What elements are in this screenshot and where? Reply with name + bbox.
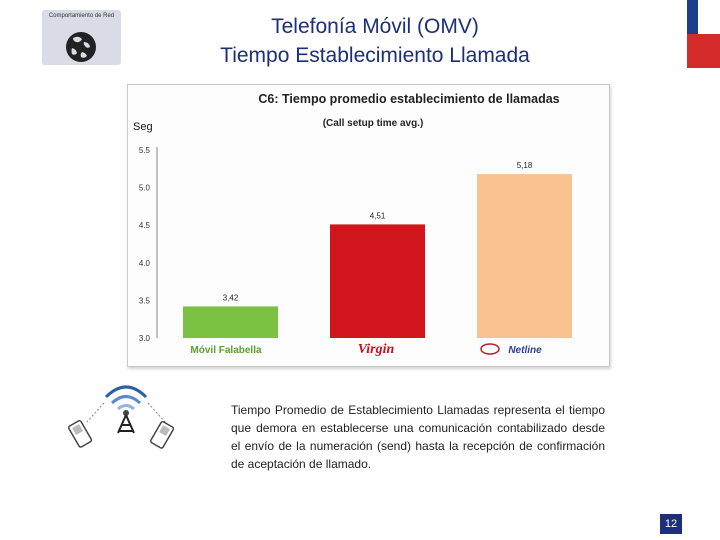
y-axis-ticks: 5.5 5.0 4.5 4.0 3.5 3.0 — [139, 146, 151, 343]
mobile-phone-icon — [67, 419, 93, 448]
antenna-tower-icon — [67, 385, 175, 449]
y-tick-label: 3.0 — [139, 334, 151, 343]
y-tick-label: 3.5 — [139, 296, 151, 305]
y-tick-label: 5.5 — [139, 146, 151, 155]
bar-value-label: 5,18 — [517, 161, 533, 170]
chile-flag-icon — [687, 0, 720, 68]
y-axis-label: Seg — [133, 121, 153, 133]
virgin-logo: Virgin — [358, 342, 395, 357]
chart-title: C6: Tiempo promedio establecimiento de l… — [258, 92, 559, 106]
bar-value-label: 3,42 — [223, 293, 239, 302]
bar-value-label: 4,51 — [370, 211, 386, 220]
netline-swoosh-icon — [480, 343, 500, 355]
virgin-logo-text: Virgin — [358, 342, 395, 357]
logo-text: Comportamiento de Red — [48, 13, 115, 19]
page-number: 12 — [660, 514, 682, 534]
bar-3 — [477, 174, 572, 338]
y-tick-label: 4.0 — [139, 259, 151, 268]
netline-logo: Netline — [480, 343, 542, 356]
bars — [183, 174, 572, 338]
y-tick-label: 4.5 — [139, 221, 151, 230]
y-tick-label: 5.0 — [139, 184, 151, 193]
netline-logo-text: Netline — [508, 345, 542, 356]
page-title: Telefonía Móvil (OMV) Tiempo Establecimi… — [160, 12, 590, 70]
brand-logos: Móvil Falabella Virgin Netline — [190, 342, 542, 357]
chart-panel: C6: Tiempo promedio establecimiento de l… — [127, 84, 610, 367]
network-behavior-logo: Comportamiento de Red — [42, 10, 121, 65]
bar-chart: C6: Tiempo promedio establecimiento de l… — [133, 92, 572, 357]
network-globe-icon — [66, 32, 96, 62]
title-line-1: Telefonía Móvil (OMV) — [271, 15, 479, 38]
movil-falabella-logo: Móvil Falabella — [190, 345, 262, 356]
value-labels: 3,42 4,51 5,18 — [223, 161, 533, 302]
movil-logo-text: Móvil Falabella — [190, 345, 262, 356]
title-line-2: Tiempo Establecimiento Llamada — [220, 44, 530, 67]
bar-1 — [183, 306, 278, 338]
mobile-phone-icon — [149, 420, 175, 449]
bar-2 — [330, 224, 425, 338]
chart-subtitle: (Call setup time avg.) — [323, 118, 424, 129]
description-text: Tiempo Promedio de Establecimiento Llama… — [231, 403, 605, 471]
